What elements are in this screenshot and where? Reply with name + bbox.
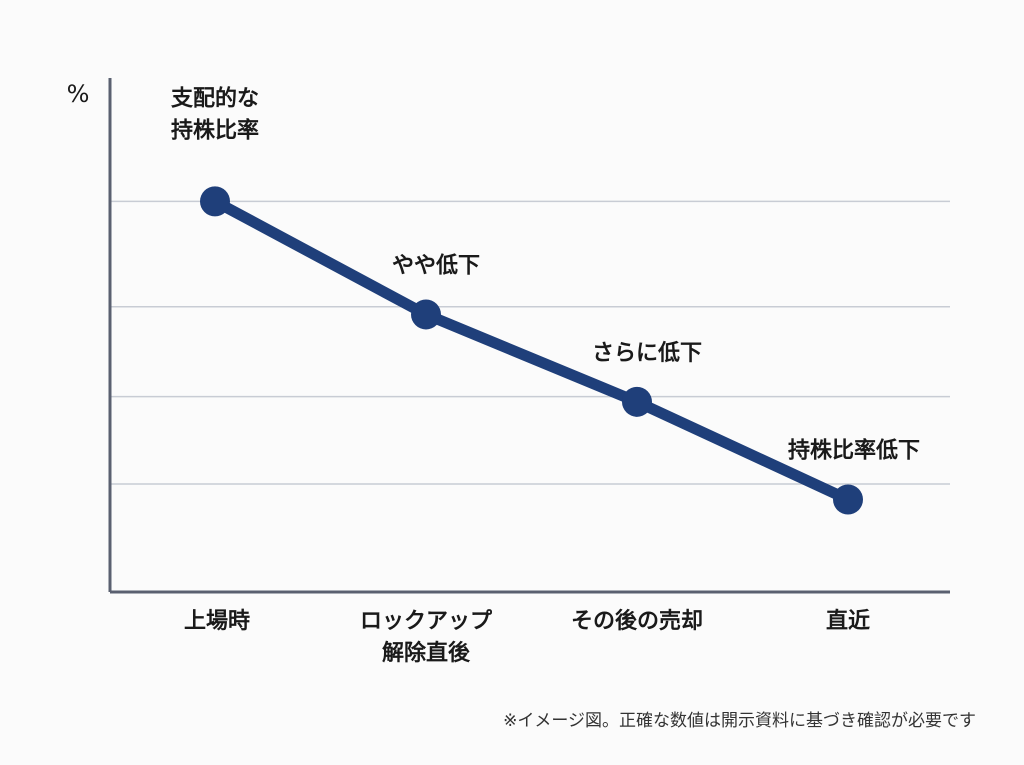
footnote: ※イメージ図。正確な数値は開示資料に基づき確認が必要です: [503, 711, 976, 731]
y-axis-label: %: [67, 80, 90, 108]
series-line: [212, 196, 851, 505]
x-tick-label: 解除直後: [382, 640, 471, 666]
x-tick-label: ロックアップ: [360, 609, 493, 634]
data-label: やや低下: [392, 253, 480, 278]
data-point: [622, 386, 652, 417]
x-tick-label: その後の売却: [571, 608, 703, 634]
data-point: [833, 484, 863, 515]
x-tick-label: 上場時: [184, 609, 250, 634]
data-label: 持株比率: [171, 117, 259, 143]
data-label: 支配的な: [171, 85, 259, 111]
data-point: [200, 186, 230, 217]
x-tick-label: 直近: [826, 608, 870, 634]
data-point: [411, 299, 441, 330]
data-label: さらに低下: [592, 341, 702, 366]
data-label: 持株比率低下: [788, 437, 920, 463]
